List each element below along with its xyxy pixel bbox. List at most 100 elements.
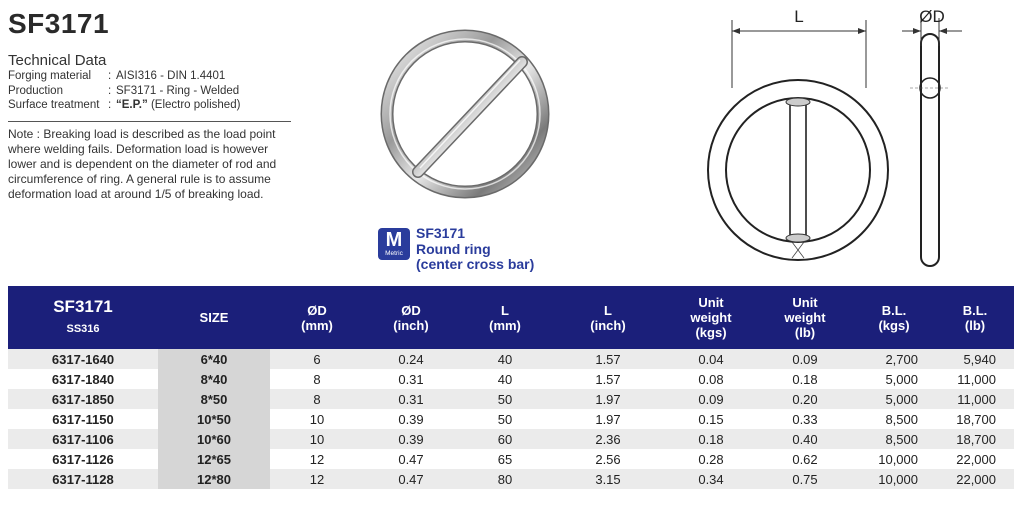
table-cell: 12*80: [158, 469, 270, 489]
table-row: 6317-1128 12*80 12 0.47 80 3.15 0.34 0.75 10,000…: [8, 469, 1014, 489]
table-cell: 12*65: [158, 449, 270, 469]
tech-row-material: Forging material : AISI316 - DIN 1.4401: [8, 69, 240, 84]
header-material: SS316: [66, 322, 100, 335]
tech-value: “E.P.” (Electro polished): [116, 98, 240, 113]
column-header: L (mm): [458, 286, 552, 349]
badge-text: Metric: [385, 250, 403, 257]
column-header: ØD (inch): [364, 286, 458, 349]
table-cell: 2,700: [852, 349, 936, 369]
table-cell: 12: [270, 469, 364, 489]
table-cell: 10*60: [158, 429, 270, 449]
badge-letter: M: [385, 229, 403, 251]
table-cell: 6317-1128: [8, 469, 158, 489]
table-cell: 50: [458, 389, 552, 409]
caption-name: Round ring: [416, 240, 491, 257]
table-cell: 8: [270, 389, 364, 409]
divider: [8, 121, 291, 122]
table-cell: 10: [270, 429, 364, 449]
table-row: 6317-1850 8*50 8 0.31 50 1.97 0.09 0.20 5,000 11,…: [8, 389, 1014, 409]
tech-key: Production: [8, 84, 63, 97]
ring-inner-edge: [725, 97, 871, 243]
table-cell: 5,000: [852, 369, 936, 389]
table-cell: 0.15: [664, 409, 758, 429]
table-cell: 40: [458, 349, 552, 369]
table-row: 6317-1126 12*65 12 0.47 65 2.56 0.28 0.62 10,000…: [8, 449, 1014, 469]
column-header: SF3171 SS316: [8, 286, 158, 349]
table-header-row: SF3171 SS316 SIZE ØD (mm) ØD (inch) L (mm) L (inch…: [8, 286, 1014, 349]
table-cell: 8*50: [158, 389, 270, 409]
table-cell: 5,940: [936, 349, 1014, 369]
arrow-icon: [913, 28, 921, 34]
ring-side-view: [920, 33, 940, 267]
product-caption: SF3171 Round ring (center cross bar): [416, 225, 535, 273]
tech-value: SF3171 - Ring - Welded: [116, 84, 240, 97]
table-cell: 0.75: [758, 469, 852, 489]
table-cell: 8,500: [852, 409, 936, 429]
table-cell: 1.57: [552, 349, 664, 369]
tech-separator: :: [108, 70, 112, 82]
table-cell: 0.40: [758, 429, 852, 449]
table-cell: 10,000: [852, 449, 936, 469]
table-cell: 18,700: [936, 429, 1014, 449]
table-cell: 6317-1840: [8, 369, 158, 389]
column-header: Unit weight (lb): [758, 286, 852, 349]
ep-description: (Electro polished): [147, 99, 241, 111]
table-cell: 11,000: [936, 369, 1014, 389]
caption-code: SF3171: [416, 225, 466, 241]
tech-key: Forging material: [8, 70, 92, 82]
table-cell: 8,500: [852, 429, 936, 449]
table-cell: 0.08: [664, 369, 758, 389]
ep-label: “E.P.”: [116, 99, 148, 111]
table-cell: 0.20: [758, 389, 852, 409]
arrow-icon: [939, 28, 947, 34]
table-cell: 0.47: [364, 469, 458, 489]
table-cell: 0.31: [364, 369, 458, 389]
table-row: 6317-1840 8*40 8 0.31 40 1.57 0.08 0.18 5,000 11,…: [8, 369, 1014, 389]
table-row: 6317-1106 10*60 10 0.39 60 2.36 0.18 0.40 8,500 1…: [8, 429, 1014, 449]
column-header: Unit weight (kgs): [664, 286, 758, 349]
table-cell: 0.33: [758, 409, 852, 429]
tech-row-surface: Surface treatment : “E.P.” (Electro poli…: [8, 98, 240, 113]
table-cell: 0.31: [364, 389, 458, 409]
product-photo: [380, 29, 550, 199]
tech-separator: :: [108, 99, 112, 111]
table-cell: 0.04: [664, 349, 758, 369]
table-row: 6317-1150 10*50 10 0.39 50 1.97 0.15 0.33 8,500 1…: [8, 409, 1014, 429]
table-cell: 65: [458, 449, 552, 469]
column-header: SIZE: [158, 286, 270, 349]
technical-data-heading: Technical Data: [8, 52, 107, 69]
page-title: SF3171: [8, 8, 110, 39]
table-cell: 6: [270, 349, 364, 369]
table-cell: 0.18: [664, 429, 758, 449]
table-cell: 0.47: [364, 449, 458, 469]
table-cell: 22,000: [936, 449, 1014, 469]
caption-detail: (center cross bar): [416, 256, 535, 272]
column-header: L (inch): [552, 286, 664, 349]
tech-value: AISI316 - DIN 1.4401: [116, 70, 226, 82]
table-cell: 22,000: [936, 469, 1014, 489]
table-cell: 0.39: [364, 409, 458, 429]
table-cell: 0.09: [758, 349, 852, 369]
table-cell: 80: [458, 469, 552, 489]
table-cell: 11,000: [936, 389, 1014, 409]
column-header: ØD (mm): [270, 286, 364, 349]
breaking-load-note: Note : Breaking load is described as the…: [8, 127, 277, 201]
table-cell: 0.24: [364, 349, 458, 369]
arrow-icon: [732, 28, 740, 34]
table-cell: 1.97: [552, 409, 664, 429]
table-cell: 2.36: [552, 429, 664, 449]
table-cell: 0.28: [664, 449, 758, 469]
weld-indicator: [791, 241, 805, 259]
table-cell: 0.62: [758, 449, 852, 469]
table-cell: 1.57: [552, 369, 664, 389]
weld-mark: [785, 233, 811, 243]
table-cell: 10: [270, 409, 364, 429]
label-diameter: ØD: [919, 7, 945, 26]
table-cell: 6317-1640: [8, 349, 158, 369]
tech-key: Surface treatment: [8, 99, 100, 111]
specification-table: SF3171 SS316 SIZE ØD (mm) ØD (inch) L (mm) L (inch…: [8, 286, 1014, 489]
ring-outer-edge: [707, 79, 889, 261]
tech-separator: :: [108, 84, 112, 97]
table-cell: 6317-1850: [8, 389, 158, 409]
table-body: 6317-1640 6*40 6 0.24 40 1.57 0.04 0.09 2,700 5,9…: [8, 349, 1014, 489]
